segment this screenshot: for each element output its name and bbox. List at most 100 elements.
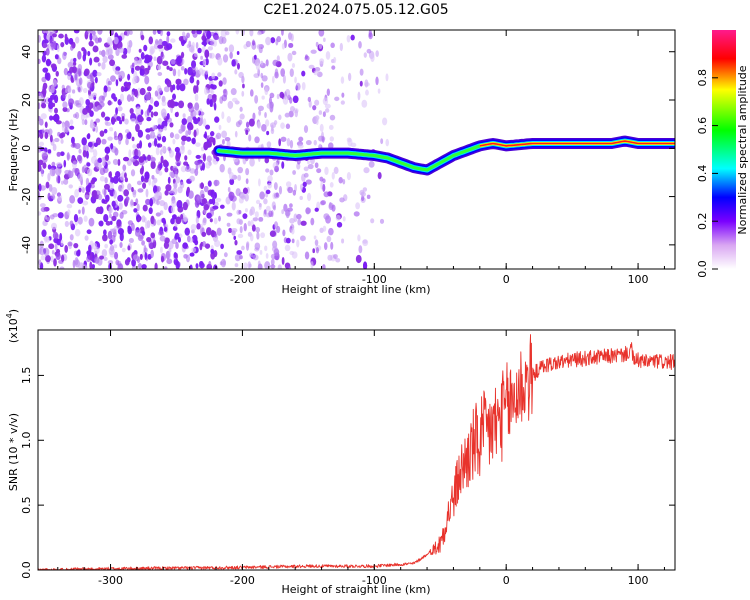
spectrogram-cell (221, 111, 225, 120)
spectrogram-cell (215, 197, 222, 203)
spectrogram-cell (104, 120, 109, 126)
spectrogram-cell (167, 176, 171, 184)
spectrogram-cell (56, 151, 61, 157)
spectrogram-cell (58, 33, 64, 39)
spectrogram-cell (75, 102, 82, 108)
spectrogram-cell (296, 213, 302, 220)
spectrogram-cell (151, 175, 155, 180)
spectrogram-cell (265, 189, 271, 195)
spectrogram-cell (40, 206, 47, 213)
spectrogram-cell (252, 112, 256, 121)
spectrogram-cell (267, 182, 273, 189)
spectrogram-cell (172, 68, 177, 77)
spectrogram-cell (182, 216, 189, 222)
spectrogram-cell (86, 162, 91, 167)
spectrogram-cell (257, 105, 264, 111)
spectrogram-cell (154, 262, 158, 269)
spectrogram-cell (108, 206, 112, 215)
spectrogram-cell (115, 259, 120, 266)
spectrogram-cell (50, 84, 55, 94)
spectrogram-cell (322, 183, 326, 192)
spectrogram-cell (103, 256, 108, 261)
spectrogram-cell (264, 261, 271, 269)
snr-x-tick-label: -300 (98, 574, 123, 587)
spectrogram-x-label: Height of straight line (km) (281, 283, 430, 296)
spectrogram-cell (242, 187, 248, 194)
spectrogram-cell (285, 181, 292, 188)
spectrogram-cell (161, 145, 167, 153)
spectrogram-cell (203, 141, 209, 151)
spectrogram-cell (223, 252, 228, 258)
spectrogram-cell (210, 39, 215, 47)
spectrogram-cell (84, 194, 90, 199)
spectrogram-cell (308, 64, 315, 69)
spectrogram-cell (353, 211, 360, 217)
spectrogram-cell (291, 62, 296, 68)
spectrogram-cell (40, 168, 44, 177)
spectrogram-cell (204, 243, 211, 249)
spectrogram-cell (56, 175, 61, 184)
spectrogram-cell (122, 164, 127, 172)
spectrogram-cell (124, 129, 130, 134)
spectrogram-cell (222, 77, 227, 85)
spectrogram-cell (287, 186, 294, 194)
spectrogram-cell (204, 49, 210, 59)
spectrogram-cell (155, 147, 160, 156)
spectrogram-cell (144, 171, 150, 180)
spectrogram-cell (103, 229, 107, 236)
spectrogram-cell (107, 230, 113, 240)
spectrogram-cell (149, 48, 154, 56)
spectrogram-cell (339, 42, 343, 52)
spectrogram-cell (347, 72, 352, 82)
spectrogram-cell (313, 139, 317, 146)
spectrogram-cell (77, 173, 83, 182)
spectrogram-cell (229, 51, 233, 59)
spectrogram-cell (155, 212, 161, 217)
spectrogram-cell (148, 36, 154, 45)
spectrogram-cell (355, 202, 361, 210)
spectrogram-cell (166, 43, 173, 50)
colorbar-tick-label: 0.8 (696, 69, 709, 87)
spectrogram-cell (69, 234, 74, 241)
spectrogram-cell (206, 30, 212, 39)
spectrogram-cell (208, 141, 212, 148)
spectrogram-cell (260, 72, 264, 79)
spectrogram-cell (200, 182, 204, 189)
spectrogram-cell (39, 203, 46, 208)
spectrogram-cell (116, 221, 121, 227)
spectrogram-cell (136, 149, 141, 158)
spectrogram-cell (175, 111, 179, 117)
spectrogram-cell (282, 96, 289, 105)
spectrogram-cell (270, 124, 274, 132)
spectrogram-cell (209, 83, 214, 90)
spectrogram-cell (143, 247, 148, 254)
spectrogram-cell (221, 130, 228, 139)
spectrogram-cell (53, 41, 57, 50)
spectrogram-cell (201, 35, 206, 41)
spectrogram-cell (249, 30, 254, 37)
spectrogram-cell (121, 247, 126, 253)
spectrogram-cell (160, 155, 164, 164)
spectrogram-cell (59, 233, 63, 242)
spectrogram-cell (38, 58, 41, 65)
spectrogram-cell (77, 154, 82, 162)
spectrogram-cell (102, 166, 109, 174)
spectrogram-cell (49, 115, 53, 121)
spectrogram-cell (156, 143, 161, 148)
spectrogram-cell (127, 226, 133, 235)
spectrogram-cell (89, 252, 93, 262)
spectrogram-cell (230, 88, 237, 96)
spectrogram-cell (109, 127, 114, 132)
spectrogram-cell (325, 50, 331, 60)
spectrogram-cell (42, 162, 47, 169)
spectrogram-y-ticks: -40 -20 0 20 40 (20, 45, 675, 254)
spectrogram-cell (73, 243, 79, 249)
spectrogram-cell (300, 183, 304, 191)
spectrogram-cell (137, 129, 144, 138)
spectrogram-cell (194, 239, 199, 246)
spectrogram-cell (145, 188, 149, 198)
spectrogram-cell (82, 108, 88, 115)
spectrogram-cell (247, 261, 251, 269)
spectrogram-cell (172, 138, 176, 145)
spectrogram-cell (239, 225, 243, 234)
